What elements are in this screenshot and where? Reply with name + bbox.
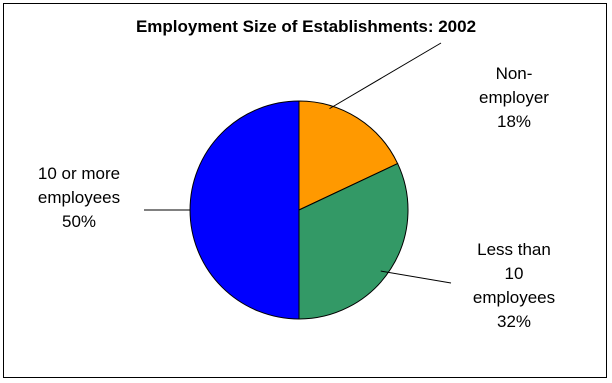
pie-slice-2 xyxy=(298,162,409,320)
slice-name-label-1: Non- xyxy=(496,64,533,83)
chart-frame: Employment Size of Establishments: 2002 … xyxy=(3,3,607,378)
slice-labels: Non-employer 18% Less than 10 employees 32% 10… xyxy=(38,64,555,331)
leader-lines xyxy=(144,42,452,284)
pie-chart: Employment Size of Establishments: 2002 … xyxy=(38,17,555,331)
pie-slice-1 xyxy=(298,100,399,211)
leader-line-2 xyxy=(380,270,452,284)
slice-value-label-2: 32% xyxy=(497,312,531,331)
slice-name-label-1: employer xyxy=(479,88,549,107)
leader-line-1 xyxy=(329,42,442,110)
pie-slice-3 xyxy=(189,100,300,320)
pie-slices xyxy=(189,100,409,320)
slice-value-label-3: 50% xyxy=(62,212,96,231)
slice-name-label-3: 10 or more xyxy=(38,164,120,183)
slice-name-label-2: 10 xyxy=(505,264,524,283)
slice-name-label-2: employees xyxy=(473,288,555,307)
slice-name-label-3: employees xyxy=(38,188,120,207)
slice-value-label-1: 18% xyxy=(497,112,531,131)
chart-title: Employment Size of Establishments: 2002 xyxy=(136,17,476,36)
slice-name-label-2: Less than xyxy=(477,240,551,259)
